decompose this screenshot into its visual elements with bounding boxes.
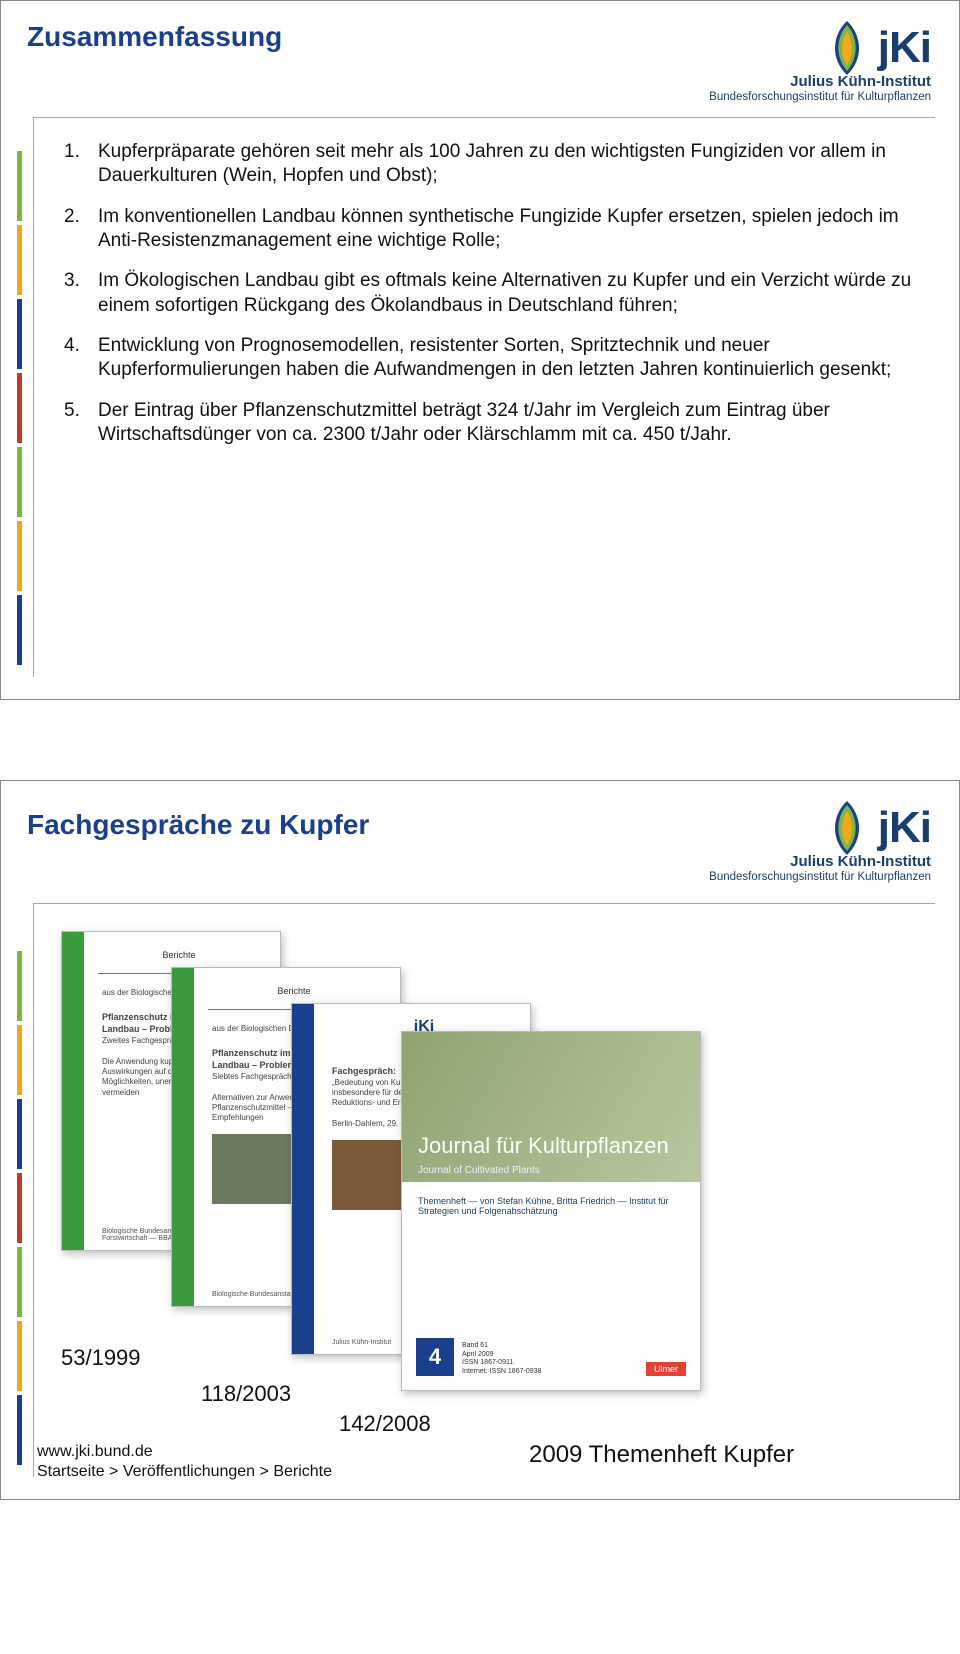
journal-subtitle: Journal of Cultivated Plants xyxy=(418,1165,540,1176)
logo-text: jKi xyxy=(878,23,931,73)
pub-label-4: 2009 Themenheft Kupfer xyxy=(529,1441,794,1469)
jki-logo: jKi Julius Kühn-Institut Bundesforschung… xyxy=(709,19,931,103)
edge-bar xyxy=(17,447,22,517)
spine xyxy=(292,1004,314,1354)
footer-breadcrumb: Startseite > Veröffentlichungen > Berich… xyxy=(37,1463,332,1480)
jki-logo: jKi Julius Kühn-Institut Bundesforschung… xyxy=(709,799,931,883)
summary-item: Im Ökologischen Landbau gibt es oftmals … xyxy=(64,269,915,318)
edge-bar xyxy=(17,951,22,1021)
slide-title: Fachgespräche zu Kupfer xyxy=(27,809,369,841)
footer: www.jki.bund.de Startseite > Veröffentli… xyxy=(37,1443,332,1481)
edge-bar xyxy=(17,1173,22,1243)
summary-item: Kupferpräparate gehören seit mehr als 10… xyxy=(64,140,915,189)
edge-bar xyxy=(17,225,22,295)
journal-hero: Journal für Kulturpflanzen Journal of Cu… xyxy=(402,1032,700,1182)
journal-title: Journal für Kulturpflanzen xyxy=(418,1134,669,1158)
edge-bar xyxy=(17,1025,22,1095)
edge-bar xyxy=(17,1395,22,1465)
pub-label-2: 118/2003 xyxy=(201,1381,291,1407)
edge-bar xyxy=(17,1099,22,1169)
summary-list: Kupferpräparate gehören seit mehr als 10… xyxy=(64,140,915,447)
logo-subtitle-2: Bundesforschungsinstitut für Kulturpflan… xyxy=(709,91,931,103)
issue-badge: 4 xyxy=(416,1338,454,1376)
pub-label-3: 142/2008 xyxy=(339,1411,431,1437)
logo-subtitle-2: Bundesforschungsinstitut für Kulturpflan… xyxy=(709,871,931,883)
publisher-badge: Ulmer xyxy=(646,1362,686,1376)
edge-bar xyxy=(17,1321,22,1391)
edge-bar xyxy=(17,151,22,221)
edge-bar xyxy=(17,521,22,591)
slide-zusammenfassung: Zusammenfassung jKi Julius Kühn-Institut… xyxy=(0,0,960,700)
spine xyxy=(172,968,194,1306)
summary-item: Der Eintrag über Pflanzenschutzmittel be… xyxy=(64,399,915,448)
edge-bar xyxy=(17,373,22,443)
pub-body-title: Fachgespräch: xyxy=(332,1066,396,1076)
summary-item: Entwicklung von Prognosemodellen, resist… xyxy=(64,334,915,383)
slide-fachgespraeche: Fachgespräche zu Kupfer jKi Julius Kühn-… xyxy=(0,780,960,1500)
summary-item: Im konventionellen Landbau können synthe… xyxy=(64,205,915,254)
edge-bar xyxy=(17,595,22,665)
pub-label-1: 53/1999 xyxy=(61,1345,141,1371)
logo-subtitle-1: Julius Kühn-Institut xyxy=(709,853,931,870)
edge-bar xyxy=(17,299,22,369)
spine xyxy=(62,932,84,1250)
frame-left-border xyxy=(33,903,34,1477)
content-frame: Kupferpräparate gehören seit mehr als 10… xyxy=(33,117,935,677)
edge-bar xyxy=(17,1247,22,1317)
publication-stack: Berichte aus der Biologischen Bundesanst… xyxy=(61,931,701,1351)
logo-subtitle-1: Julius Kühn-Institut xyxy=(709,73,931,90)
edge-color-bars xyxy=(17,151,29,669)
band-info: Band 61 April 2009 ISSN 1867-0911 Intern… xyxy=(462,1342,541,1376)
leaf-icon xyxy=(822,799,872,857)
journal-mid-text: Themenheft — von Stefan Kühne, Britta Fr… xyxy=(402,1182,700,1230)
leaf-icon xyxy=(822,19,872,77)
slide-title: Zusammenfassung xyxy=(27,21,282,53)
publication-cover-4: Journal für Kulturpflanzen Journal of Cu… xyxy=(401,1031,701,1391)
edge-color-bars xyxy=(17,951,29,1469)
footer-url: www.jki.bund.de xyxy=(37,1443,332,1461)
logo-text: jKi xyxy=(878,803,931,853)
